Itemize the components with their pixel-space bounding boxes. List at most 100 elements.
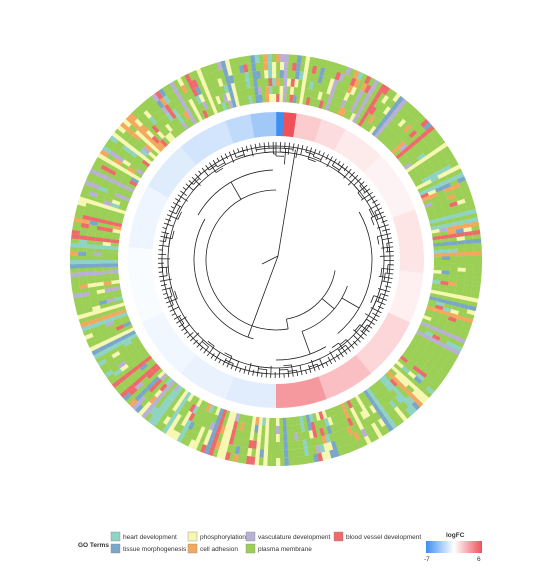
go-term-cell: [122, 159, 132, 167]
go-term-cell: [120, 121, 129, 131]
go-term-cell: [127, 182, 137, 190]
go-term-cell: [211, 405, 218, 415]
go-term-cell: [313, 437, 320, 446]
go-term-cell: [409, 171, 419, 179]
go-term-cell: [319, 83, 326, 93]
go-term-cell: [180, 93, 189, 103]
go-term-cell: [342, 436, 349, 446]
go-term-cell: [126, 127, 135, 136]
go-term-cell: [375, 81, 383, 91]
go-term-cell: [422, 162, 432, 170]
go-term-cell: [172, 383, 181, 393]
dendrogram-branch: [377, 233, 392, 237]
go-term-cell: [406, 127, 415, 136]
go-term-cell: [402, 409, 411, 419]
dendrogram-branch: [197, 169, 273, 216]
go-term-cell: [218, 416, 225, 426]
go-term-cell: [144, 98, 154, 108]
go-term-cell: [254, 456, 260, 466]
go-term-cell: [437, 320, 447, 328]
go-term-cell: [104, 157, 114, 165]
go-term-cell: [143, 132, 152, 141]
go-term-cell: [84, 332, 94, 340]
go-term-cell: [125, 395, 135, 405]
go-term-cell: [118, 308, 127, 315]
go-term-cell: [364, 84, 372, 94]
legend-swatch: [333, 531, 344, 542]
go-term-cell: [412, 176, 422, 185]
go-term-cell: [425, 125, 435, 134]
go-term-cell: [368, 385, 377, 395]
go-term-cell: [352, 114, 360, 124]
go-term-cell: [403, 124, 412, 133]
go-term-cell: [202, 436, 210, 446]
go-term-cell: [296, 424, 302, 433]
go-term-cell: [198, 102, 206, 112]
go-term-cell: [275, 449, 281, 459]
go-term-cell: [111, 178, 121, 186]
go-term-cell: [430, 337, 440, 345]
go-term-cell: [289, 94, 294, 103]
go-term-cell: [129, 375, 139, 385]
dendrogram-branch: [372, 199, 378, 204]
go-term-cell: [234, 413, 240, 422]
go-term-cell: [137, 384, 146, 393]
go-term-cell: [96, 171, 106, 180]
go-term-cell: [433, 164, 443, 173]
go-term-cell: [151, 386, 160, 396]
go-term-cell: [412, 146, 422, 155]
go-term-cell: [204, 65, 212, 75]
go-term-cell: [375, 400, 384, 410]
go-term-cell: [157, 119, 166, 129]
go-term-cell: [381, 375, 390, 384]
go-term-cell: [112, 289, 122, 295]
go-term-cell: [236, 73, 243, 82]
go-term-cell: [81, 295, 91, 302]
go-term-cell: [241, 96, 247, 106]
go-term-cell: [144, 143, 153, 152]
go-term-cell: [416, 152, 426, 161]
go-term-cell: [167, 131, 176, 141]
go-term-cell: [371, 88, 379, 98]
go-term-cell: [388, 400, 398, 410]
go-term-cell: [243, 423, 249, 432]
dendrogram-branch: [158, 244, 169, 247]
logfc-segment: [225, 376, 276, 408]
go-term-cell: [414, 112, 424, 122]
go-term-cell: [238, 81, 244, 90]
go-term-cell: [120, 350, 130, 358]
go-term-cell: [99, 149, 109, 158]
go-term-cell: [381, 136, 390, 145]
go-term-cell: [430, 317, 440, 325]
go-term-cell: [205, 411, 212, 421]
go-term-cell: [205, 90, 213, 100]
go-term-cell: [110, 269, 119, 274]
go-term-cell: [393, 406, 403, 416]
go-term-cell: [458, 307, 468, 314]
go-term-cell: [420, 159, 430, 167]
go-term-cell: [426, 168, 436, 177]
go-term-cell: [208, 412, 215, 422]
go-term-cell: [312, 429, 318, 439]
go-term-cell: [437, 192, 447, 200]
go-term-cell: [424, 202, 433, 209]
go-term-cell: [283, 62, 289, 71]
go-term-cell: [113, 143, 123, 152]
go-term-cell: [92, 308, 102, 315]
go-term-cell: [394, 395, 404, 404]
go-term-cell: [465, 267, 474, 273]
go-term-cell: [414, 149, 424, 158]
go-term-cell: [410, 354, 419, 363]
go-term-cell: [456, 275, 466, 281]
go-term-cell: [448, 237, 458, 242]
go-term-cell: [440, 145, 451, 155]
go-term-cell: [437, 171, 447, 180]
go-term-cell: [431, 228, 440, 234]
go-term-cell: [133, 170, 143, 179]
go-term-cell: [327, 94, 334, 104]
go-term-cell: [102, 277, 112, 282]
go-term-cell: [371, 383, 380, 393]
go-term-cell: [279, 85, 284, 95]
go-term-cell: [405, 407, 414, 417]
